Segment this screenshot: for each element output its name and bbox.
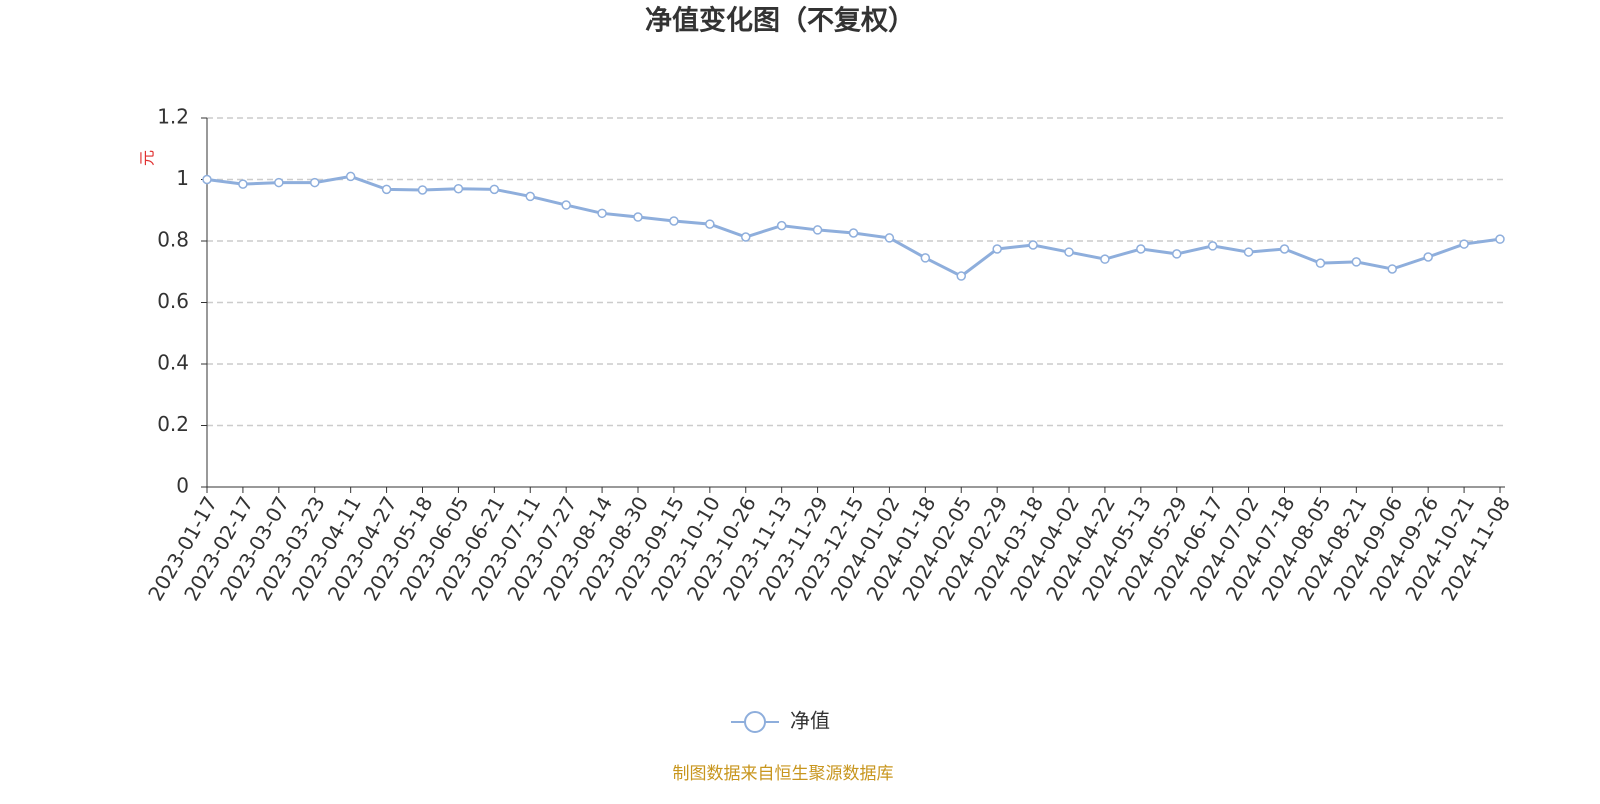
point	[848, 228, 859, 238]
point	[597, 208, 607, 219]
point	[1315, 258, 1326, 268]
y-tick-label: 0.8	[157, 228, 189, 252]
point	[1351, 257, 1362, 267]
point	[1243, 247, 1254, 257]
point	[884, 233, 895, 243]
point	[1459, 239, 1469, 249]
point	[776, 220, 787, 231]
point	[1136, 244, 1146, 254]
point	[956, 271, 966, 281]
y-tick-label: 0.6	[157, 289, 189, 313]
y-axis-label: 元	[138, 150, 157, 166]
point	[741, 232, 751, 242]
point	[1423, 252, 1433, 262]
point	[920, 253, 931, 263]
y-tick-label: 0.2	[157, 412, 189, 436]
point	[561, 200, 571, 210]
point	[202, 174, 212, 185]
point	[1100, 254, 1110, 264]
y-tick-label: 0	[176, 474, 189, 498]
point	[489, 184, 500, 195]
point	[669, 216, 679, 226]
point	[453, 183, 464, 194]
point	[1207, 241, 1218, 251]
point	[992, 244, 1002, 254]
chart-title: 净值变化图（不复权）	[645, 5, 915, 37]
point	[381, 184, 392, 195]
y-tick-label: 0.4	[157, 351, 189, 375]
point	[1172, 249, 1182, 259]
y-tick-label: 1	[176, 166, 189, 190]
point	[238, 179, 248, 189]
point	[1279, 244, 1290, 254]
line	[206, 174, 1501, 278]
point	[525, 191, 535, 202]
point	[812, 225, 823, 235]
point	[1064, 247, 1074, 257]
point	[310, 177, 320, 188]
point	[274, 177, 284, 188]
point	[705, 219, 715, 229]
legend-label: 净值	[790, 709, 830, 733]
legend-marker	[744, 711, 766, 733]
point	[1028, 240, 1038, 250]
point	[1387, 264, 1397, 274]
point	[1495, 234, 1505, 244]
point	[345, 171, 356, 182]
source-note: 制图数据来自恒生聚源数据库	[673, 764, 894, 784]
point	[633, 212, 643, 222]
point	[417, 185, 428, 195]
y-tick-label: 1.2	[157, 105, 189, 129]
